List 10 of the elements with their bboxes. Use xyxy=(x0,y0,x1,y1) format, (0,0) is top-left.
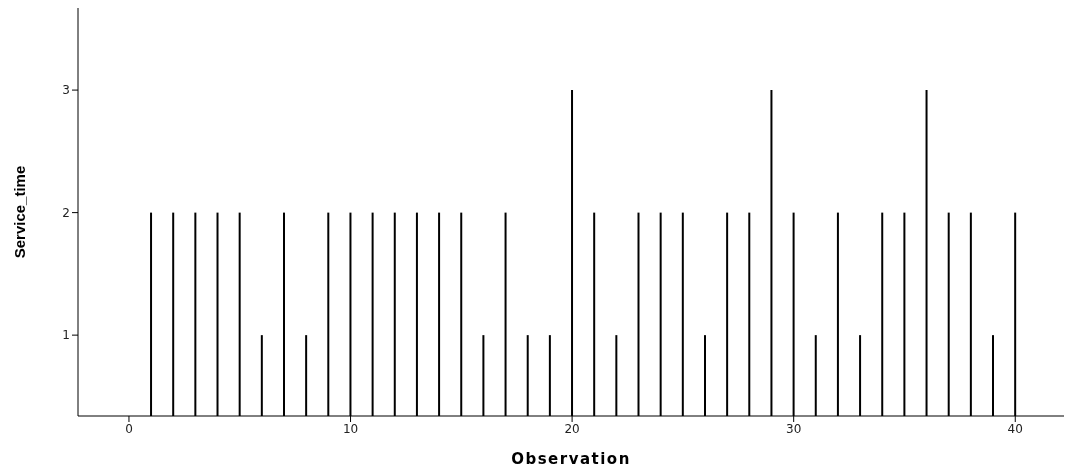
x-tick-label: 20 xyxy=(564,421,580,436)
x-tick-label: 10 xyxy=(342,421,359,436)
y-axis-title: Service_time xyxy=(11,165,29,259)
x-tick-label: 40 xyxy=(1007,421,1023,436)
y-tick-label: 2 xyxy=(62,205,70,220)
y-tick-label: 3 xyxy=(62,83,70,98)
y-tick-label: 1 xyxy=(62,328,70,343)
x-axis-title: Observation xyxy=(511,450,631,468)
x-tick-label: 0 xyxy=(125,421,133,436)
x-tick-label: 30 xyxy=(786,421,802,436)
